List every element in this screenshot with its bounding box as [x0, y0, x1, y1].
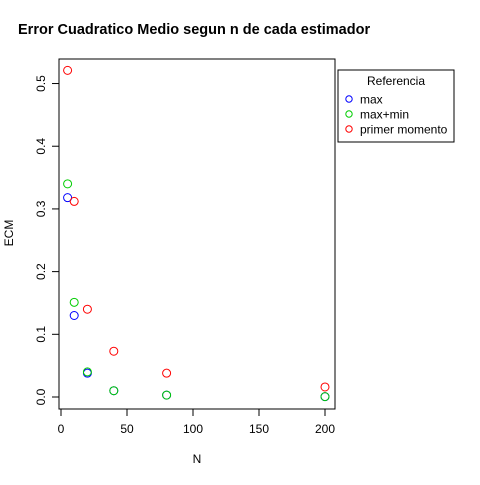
legend-item-primer-momento: primer momento — [345, 123, 448, 137]
data-point-primer-momento — [63, 65, 73, 75]
legend-label: max+min — [360, 108, 409, 122]
data-point-primer-momento — [69, 196, 79, 206]
data-point-max-min — [63, 179, 73, 189]
y-axis-label: ECM — [2, 220, 16, 247]
data-points — [63, 65, 330, 402]
data-point-primer-momento — [320, 382, 330, 392]
legend-item-max: max — [345, 93, 383, 107]
x-tick-label: 200 — [315, 422, 335, 436]
y-tick-label: 0.5 — [34, 75, 48, 92]
data-point-max-min — [320, 392, 330, 402]
legend-marker — [345, 125, 353, 133]
legend-label: primer momento — [360, 123, 448, 137]
data-point-max — [63, 193, 73, 203]
data-point-max-min — [69, 297, 79, 307]
x-tick-label: 0 — [58, 422, 65, 436]
legend-box — [337, 69, 455, 143]
legend-title: Referencia — [367, 74, 425, 88]
data-point-max — [69, 311, 79, 320]
data-point-max-min — [109, 386, 119, 396]
data-point-max-min — [82, 367, 92, 377]
legend-marker — [345, 110, 353, 118]
legend-marker — [345, 95, 353, 103]
data-point-primer-momento — [109, 346, 119, 356]
series-primer-momento — [63, 65, 330, 392]
y-tick-label: 0.3 — [34, 200, 48, 217]
data-point-max-min — [162, 390, 172, 400]
y-axis: 0.0 0.1 0.2 0.3 0.4 0.5 — [34, 75, 60, 405]
data-point-primer-momento — [82, 304, 92, 314]
data-point-primer-momento — [162, 368, 172, 378]
legend-label: max — [360, 93, 383, 107]
x-axis: 0 50 100 150 200 — [58, 408, 335, 436]
x-axis-label: N — [193, 452, 202, 466]
y-tick-label: 0.0 — [34, 388, 48, 405]
x-tick-label: 100 — [183, 422, 203, 436]
x-tick-label: 50 — [120, 422, 134, 436]
y-tick-label: 0.1 — [34, 326, 48, 343]
chart-title: Error Cuadratico Medio segun n de cada e… — [18, 22, 370, 38]
legend-item-max-min: max+min — [345, 108, 409, 122]
y-tick-label: 0.2 — [34, 263, 48, 280]
series-max-min — [63, 179, 330, 402]
x-tick-label: 150 — [249, 422, 269, 436]
y-tick-label: 0.4 — [34, 138, 48, 155]
